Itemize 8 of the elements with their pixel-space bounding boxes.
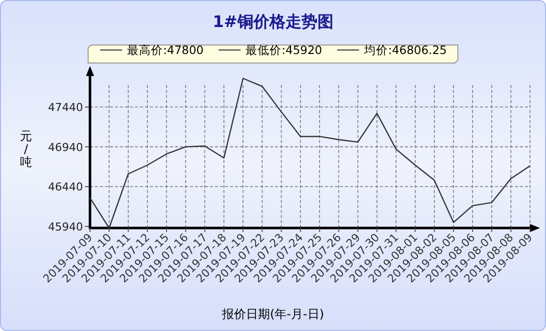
legend-box: 最高价:47800 最低价:45920 均价:46806.25 (88, 43, 458, 64)
y-tick-label: 46440 (48, 180, 83, 194)
chart-title: 1#铜价格走势图 (212, 12, 334, 31)
x-axis-title: 报价日期(年-月-日) (220, 307, 324, 321)
y-axis-title: 元/吨 (20, 129, 32, 169)
y-tick-label: 45940 (48, 220, 83, 234)
y-tick-label: 47440 (48, 101, 83, 114)
y-tick-label: 46940 (48, 140, 83, 154)
